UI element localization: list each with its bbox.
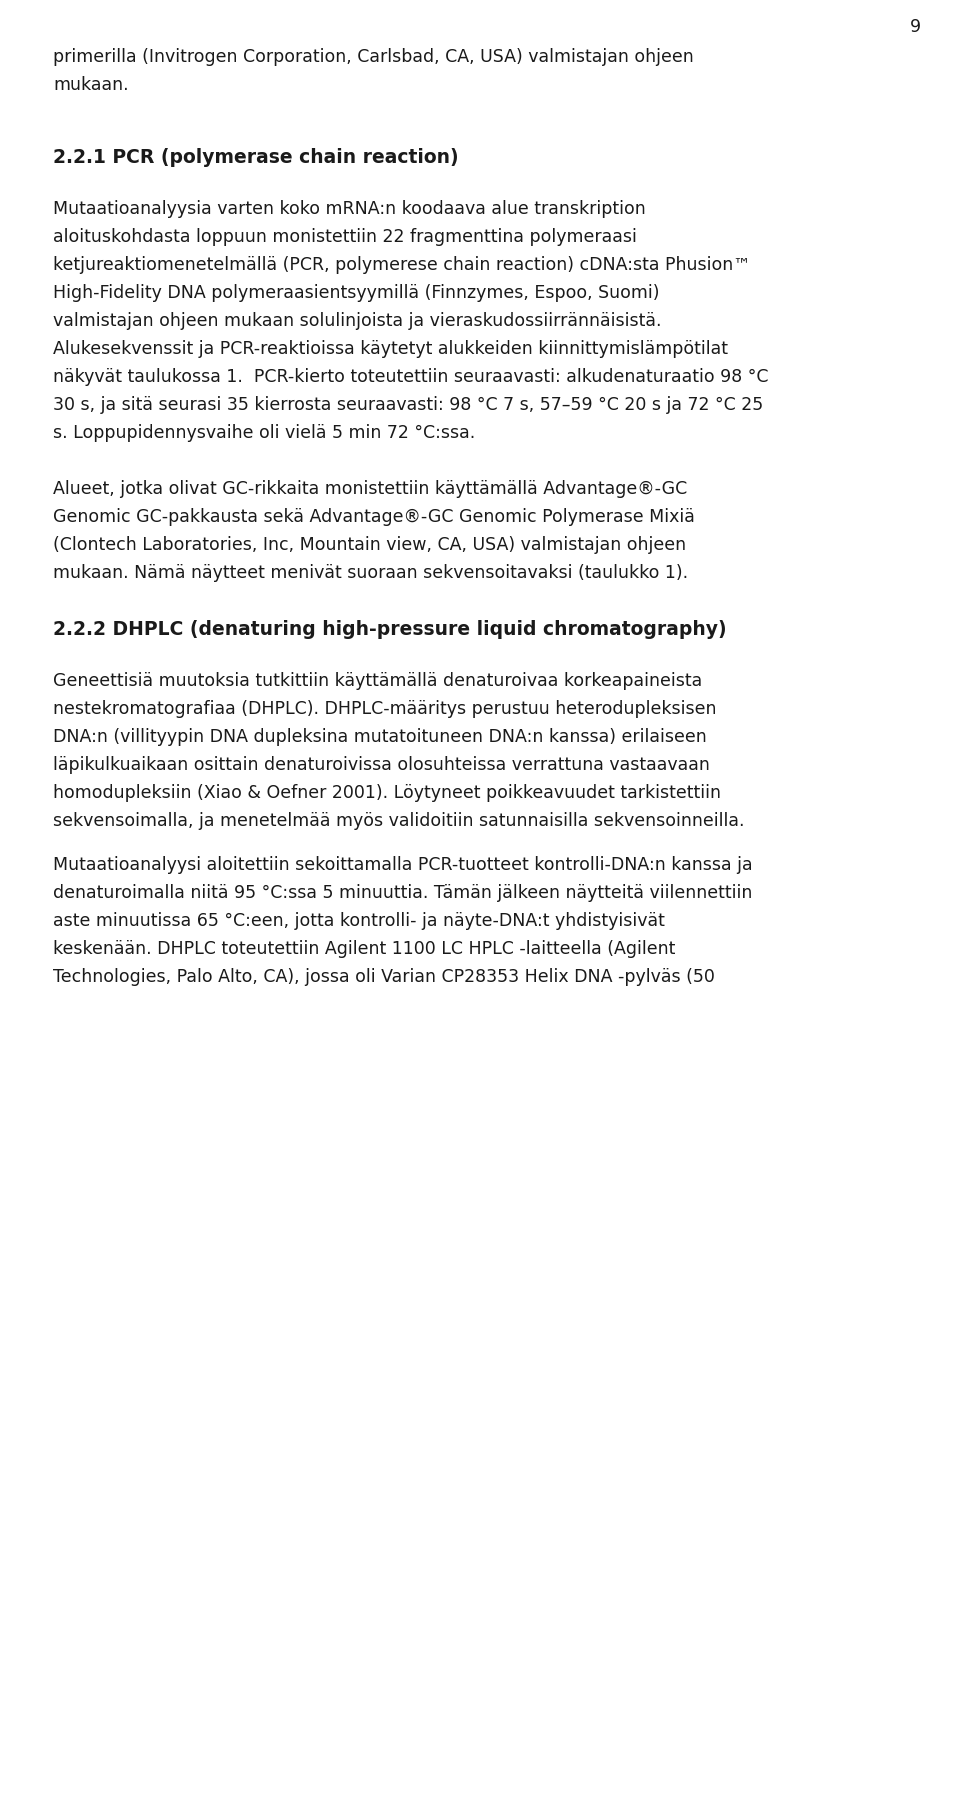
Text: nestekromatografiaa (DHPLC). DHPLC-määritys perustuu heterodupleksisen: nestekromatografiaa (DHPLC). DHPLC-määri… bbox=[53, 700, 716, 718]
Text: 2.2.2 DHPLC (denaturing high-pressure liquid chromatography): 2.2.2 DHPLC (denaturing high-pressure li… bbox=[53, 619, 727, 639]
Text: näkyvät taulukossa 1.  PCR-kierto toteutettiin seuraavasti: alkudenaturaatio 98 : näkyvät taulukossa 1. PCR-kierto toteute… bbox=[53, 368, 769, 386]
Text: Mutaatioanalyysi aloitettiin sekoittamalla PCR-tuotteet kontrolli-DNA:n kanssa j: Mutaatioanalyysi aloitettiin sekoittamal… bbox=[53, 856, 753, 874]
Text: mukaan. Nämä näytteet menivät suoraan sekvensoitavaksi (taulukko 1).: mukaan. Nämä näytteet menivät suoraan se… bbox=[53, 564, 688, 582]
Text: s. Loppupidennysvaihe oli vielä 5 min 72 °C:ssa.: s. Loppupidennysvaihe oli vielä 5 min 72… bbox=[53, 424, 475, 442]
Text: (Clontech Laboratories, Inc, Mountain view, CA, USA) valmistajan ohjeen: (Clontech Laboratories, Inc, Mountain vi… bbox=[53, 537, 686, 555]
Text: homodupleksiin (Xiao & Oefner 2001). Löytyneet poikkeavuudet tarkistettiin: homodupleksiin (Xiao & Oefner 2001). Löy… bbox=[53, 784, 721, 802]
Text: primerilla (Invitrogen Corporation, Carlsbad, CA, USA) valmistajan ohjeen: primerilla (Invitrogen Corporation, Carl… bbox=[53, 48, 694, 66]
Text: 30 s, ja sitä seurasi 35 kierrosta seuraavasti: 98 °C 7 s, 57–59 °C 20 s ja 72 °: 30 s, ja sitä seurasi 35 kierrosta seura… bbox=[53, 397, 763, 415]
Text: Genomic GC-pakkausta sekä Advantage®-GC Genomic Polymerase Mixiä: Genomic GC-pakkausta sekä Advantage®-GC … bbox=[53, 508, 695, 526]
Text: aste minuutissa 65 °C:een, jotta kontrolli- ja näyte-DNA:t yhdistyisivät: aste minuutissa 65 °C:een, jotta kontrol… bbox=[53, 912, 665, 930]
Text: keskenään. DHPLC toteutettiin Agilent 1100 LC HPLC -laitteella (Agilent: keskenään. DHPLC toteutettiin Agilent 11… bbox=[53, 941, 676, 959]
Text: Geneettisiä muutoksia tutkittiin käyttämällä denaturoivaa korkeapaineista: Geneettisiä muutoksia tutkittiin käyttäm… bbox=[53, 671, 703, 689]
Text: sekvensoimalla, ja menetelmää myös validoitiin satunnaisilla sekvensoinneilla.: sekvensoimalla, ja menetelmää myös valid… bbox=[53, 811, 745, 829]
Text: DNA:n (villityypin DNA dupleksina mutatoituneen DNA:n kanssa) erilaiseen: DNA:n (villityypin DNA dupleksina mutato… bbox=[53, 729, 707, 747]
Text: Technologies, Palo Alto, CA), jossa oli Varian CP28353 Helix DNA -pylväs (50: Technologies, Palo Alto, CA), jossa oli … bbox=[53, 968, 715, 985]
Text: läpikulkuaikaan osittain denaturoivissa olosuhteissa verrattuna vastaavaan: läpikulkuaikaan osittain denaturoivissa … bbox=[53, 756, 709, 774]
Text: 9: 9 bbox=[910, 18, 922, 36]
Text: Alueet, jotka olivat GC-rikkaita monistettiin käyttämällä Advantage®-GC: Alueet, jotka olivat GC-rikkaita moniste… bbox=[53, 479, 687, 497]
Text: aloituskohdasta loppuun monistettiin 22 fragmenttina polymeraasi: aloituskohdasta loppuun monistettiin 22 … bbox=[53, 228, 636, 246]
Text: Mutaatioanalyysia varten koko mRNA:n koodaava alue transkription: Mutaatioanalyysia varten koko mRNA:n koo… bbox=[53, 199, 646, 217]
Text: 2.2.1 PCR (polymerase chain reaction): 2.2.1 PCR (polymerase chain reaction) bbox=[53, 147, 459, 167]
Text: denaturoimalla niitä 95 °C:ssa 5 minuuttia. Tämän jälkeen näytteitä viilennettii: denaturoimalla niitä 95 °C:ssa 5 minuutt… bbox=[53, 883, 753, 903]
Text: ketjureaktiomenetelmällä (PCR, polymerese chain reaction) cDNA:sta Phusion™: ketjureaktiomenetelmällä (PCR, polymeres… bbox=[53, 257, 751, 275]
Text: mukaan.: mukaan. bbox=[53, 75, 129, 93]
Text: Alukesekvenssit ja PCR-reaktioissa käytetyt alukkeiden kiinnittymislämpötilat: Alukesekvenssit ja PCR-reaktioissa käyte… bbox=[53, 339, 728, 357]
Text: High-Fidelity DNA polymeraasientsyymillä (Finnzymes, Espoo, Suomi): High-Fidelity DNA polymeraasientsyymillä… bbox=[53, 284, 660, 302]
Text: valmistajan ohjeen mukaan solulinjoista ja vieraskudossiirrännäisistä.: valmistajan ohjeen mukaan solulinjoista … bbox=[53, 312, 661, 330]
